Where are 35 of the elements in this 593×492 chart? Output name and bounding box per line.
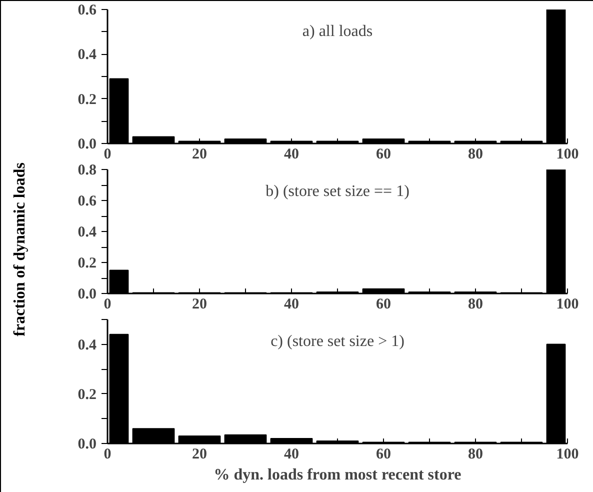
x-tick-label: 60 — [376, 146, 391, 162]
x-tick-label: 80 — [468, 146, 483, 162]
x-tick-label: 20 — [192, 446, 207, 462]
x-tick-label: 100 — [556, 146, 579, 162]
text: c) (store set size > 1) — [270, 333, 404, 350]
x-tick-label: 80 — [468, 296, 483, 312]
x-tick-label: 100 — [556, 296, 579, 312]
x-axis-title: % dyn. loads from most recent store — [214, 466, 462, 484]
y-tick-label: 0.2 — [78, 256, 96, 272]
y-tick-label: 0.0 — [78, 436, 96, 452]
y-axis-title: fraction of dynamic loads — [10, 162, 30, 338]
x-tick-label: 0 — [104, 146, 112, 162]
x-tick-label: 40 — [284, 296, 299, 312]
x-tick-label: 100 — [556, 446, 579, 462]
y-tick-label: 0.8 — [78, 162, 96, 178]
x-tick-label: 60 — [376, 446, 391, 462]
y-tick-label: 0.4 — [78, 337, 97, 354]
y-tick-label: 0.2 — [78, 92, 96, 108]
x-tick-label: 40 — [284, 146, 299, 162]
x-tick-label: 60 — [376, 296, 391, 312]
y-tick-label: 0.4 — [78, 47, 97, 64]
x-tick-label: 80 — [468, 446, 483, 462]
x-tick-label: 20 — [192, 146, 207, 162]
x-tick-label: 40 — [284, 446, 299, 462]
y-tick-label: 0.6 — [78, 194, 97, 210]
y-tick-label: 0.2 — [78, 386, 96, 403]
y-tick-label: 0.4 — [78, 224, 97, 240]
x-tick-label: 20 — [192, 296, 207, 312]
text: a) all loads — [302, 23, 373, 40]
y-tick-label: 0.6 — [78, 2, 97, 18]
y-tick-label: 0.0 — [78, 136, 96, 152]
x-tick-label: 0 — [104, 296, 112, 312]
text: b) (store set size == 1) — [266, 183, 410, 200]
x-tick-label: 0 — [104, 446, 112, 462]
y-tick-label: 0.0 — [78, 286, 96, 302]
